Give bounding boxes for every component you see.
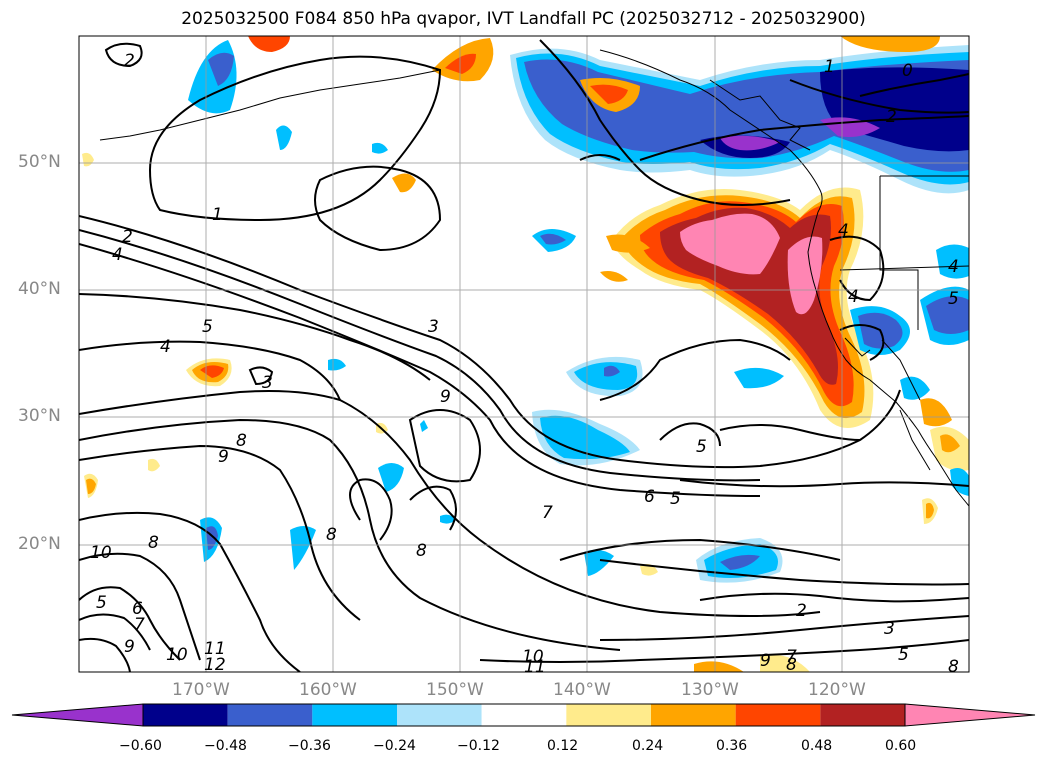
contour-label: 8: [236, 431, 247, 451]
colorbar-tick-label: −0.12: [457, 738, 500, 754]
contour-label: 7: [542, 503, 553, 523]
lat-label: 20°N: [18, 534, 61, 554]
shading-layer: [82, 36, 969, 672]
colorbar-segment: [651, 704, 736, 726]
colorbar-tick-label: 0.36: [716, 738, 748, 754]
contour-label: 5: [96, 593, 107, 613]
colorbar-tick-label: 0.12: [547, 738, 579, 754]
contour-label: 2: [886, 107, 897, 127]
colorbar-tick-label: −0.36: [288, 738, 331, 754]
lat-label: 30°N: [18, 406, 61, 426]
contour-label: 9: [124, 637, 135, 657]
contour-label: 4: [112, 245, 123, 265]
contour-label: 4: [838, 221, 849, 241]
contour-label: 10: [90, 543, 112, 563]
lon-label: 160°W: [299, 680, 357, 700]
colorbar-extend-max: [904, 703, 1036, 727]
colorbar-segment: [566, 704, 651, 726]
contour-label: 5: [948, 289, 959, 309]
contour-label: 7: [786, 647, 797, 667]
lon-label: 140°W: [553, 680, 611, 700]
contour-label: 3: [262, 373, 273, 393]
lat-label: 40°N: [18, 279, 61, 299]
contour-label: 11: [204, 639, 226, 659]
contour-label: 5: [898, 645, 909, 665]
gridlines: [79, 36, 969, 672]
contour-label: 10: [166, 645, 188, 665]
contour-label: 1: [824, 57, 835, 77]
contour-label: 1: [212, 205, 223, 225]
contour-label: 8: [786, 655, 797, 675]
colorbar-tick-label: −0.60: [119, 738, 162, 754]
colorbar-segment: [397, 704, 482, 726]
contour-label: 3: [884, 619, 895, 639]
contour-label: 6: [132, 599, 143, 619]
colorbar-segment: [227, 704, 313, 726]
contour-labels: 2 1 2 4 5 4 3 3 9 8 9 10 8 5 6 7 9 10 11…: [90, 51, 959, 677]
colorbar-extend-min: [11, 703, 144, 727]
contour-label: 2: [124, 51, 135, 71]
contour-label: 3: [428, 317, 439, 337]
colorbar-border: [142, 703, 906, 727]
lon-label: 130°W: [681, 680, 739, 700]
contour-label: 5: [202, 317, 213, 337]
colorbar-segment: [481, 704, 567, 726]
contour-label: 8: [948, 657, 959, 677]
contour-label: 5: [670, 489, 681, 509]
contour-label: 10: [522, 647, 544, 667]
colorbar-segment: [735, 704, 821, 726]
colorbar-tick-label: −0.48: [204, 738, 247, 754]
contour-label: 2: [122, 227, 133, 247]
contour-label: 4: [948, 257, 959, 277]
lon-label: 170°W: [172, 680, 230, 700]
contour-label: 5: [696, 437, 707, 457]
lon-label: 120°W: [808, 680, 866, 700]
contour-label: 4: [848, 287, 859, 307]
colorbar-tick-label: −0.24: [373, 738, 416, 754]
contour-label: 11: [524, 657, 546, 677]
colorbar-tick-label: 0.60: [885, 738, 917, 754]
colorbar-tick-label: 0.24: [632, 738, 664, 754]
contour-label: 9: [760, 651, 771, 671]
colorbar-tick-label: 0.48: [801, 738, 833, 754]
colorbar-segment: [312, 704, 397, 726]
contour-label: 9: [218, 447, 229, 467]
map-title: 2025032500 F084 850 hPa qvapor, IVT Land…: [181, 9, 866, 29]
contour-label: 0: [902, 61, 913, 81]
contour-label: 9: [440, 387, 451, 407]
colorbar-segment: [820, 704, 905, 726]
plot-border: [78, 35, 970, 673]
colorbar: [11, 703, 1036, 727]
contour-label: 7: [134, 615, 145, 635]
contour-label: 2: [796, 601, 807, 621]
contour-label: 6: [644, 487, 655, 507]
lat-label: 50°N: [18, 152, 61, 172]
contour-layer: [79, 39, 969, 672]
colorbar-segment: [143, 704, 228, 726]
lon-label: 150°W: [426, 680, 484, 700]
contour-label: 8: [326, 525, 337, 545]
contour-label: 8: [148, 533, 159, 553]
coastline-layer: [99, 49, 969, 507]
contour-label: 12: [204, 655, 226, 675]
contour-label: 4: [160, 337, 171, 357]
contour-label: 8: [416, 541, 427, 561]
